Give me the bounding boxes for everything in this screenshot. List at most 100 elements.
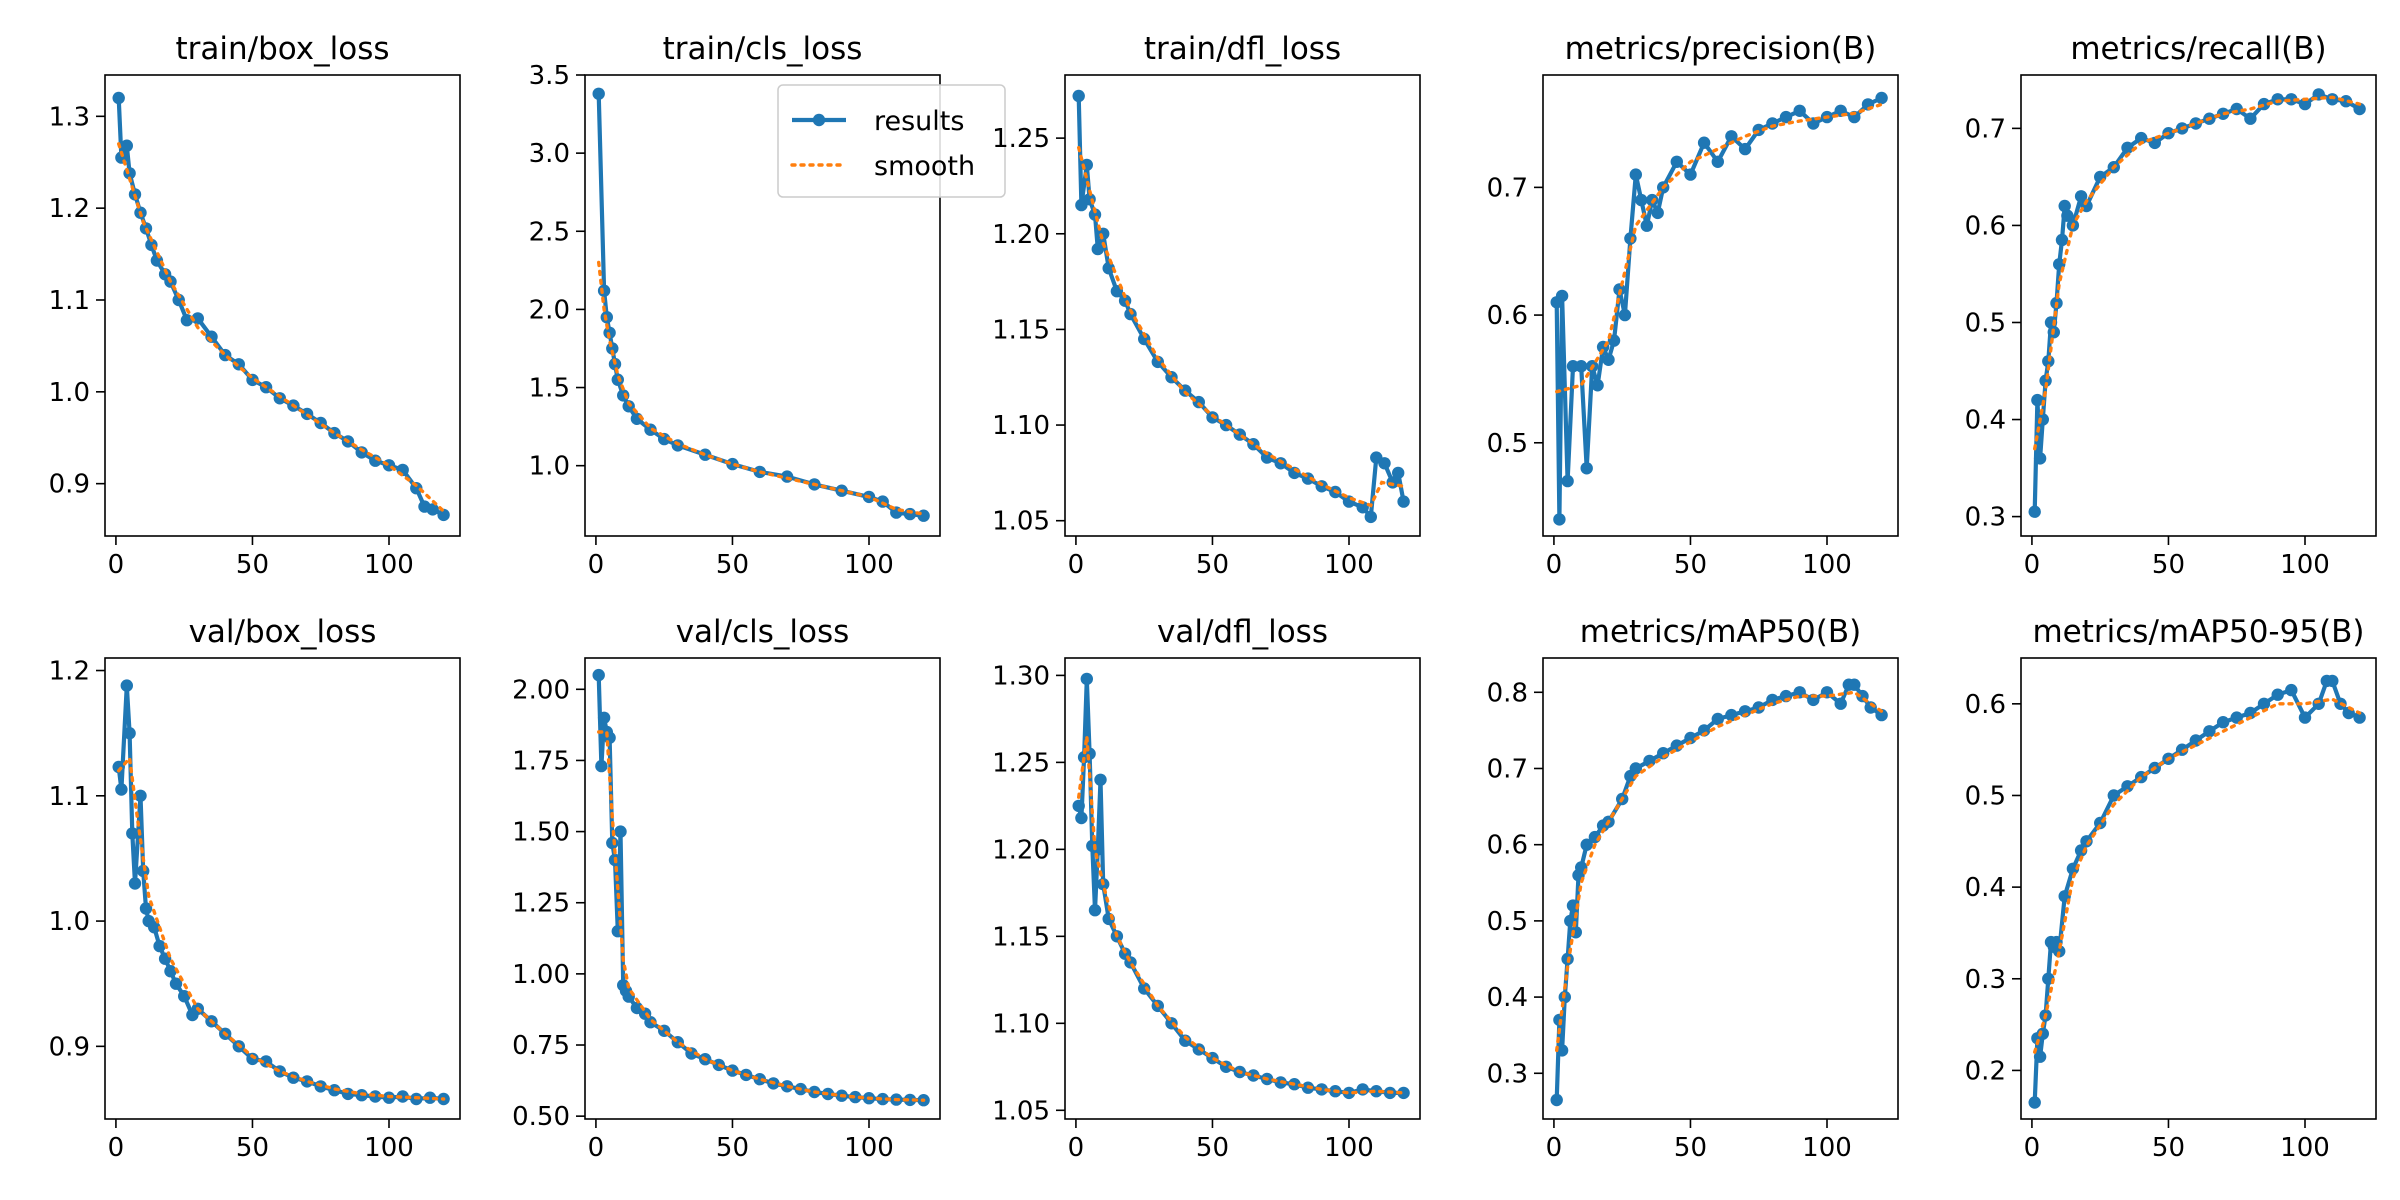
legend-box (777, 84, 1006, 198)
results-point (622, 400, 635, 413)
results-point (246, 1052, 259, 1066)
results-point (1274, 457, 1287, 470)
y-tick-label: 0.75 (512, 1031, 570, 1061)
results-point (423, 1091, 437, 1104)
results-point (1342, 1086, 1356, 1100)
results-point (2135, 131, 2148, 145)
y-tick-label: 1.0 (49, 378, 90, 408)
x-tick-label: 0 (588, 1133, 605, 1163)
results-point (2353, 102, 2366, 116)
results-point (1072, 89, 1085, 103)
y-tick-label: 3.0 (529, 139, 570, 169)
y-tick-label: 1.10 (992, 1009, 1050, 1039)
x-tick-label: 100 (1802, 550, 1852, 580)
results-point (1834, 697, 1847, 710)
axes-frame (2020, 74, 2377, 537)
results-point (1629, 762, 1643, 775)
results-point (123, 727, 136, 740)
results-point (148, 921, 161, 934)
results-point (1397, 495, 1410, 508)
results-point (1738, 142, 1752, 156)
results-point (1080, 672, 1094, 686)
y-tick-label: 1.25 (512, 889, 570, 919)
y-tick-label: 0.5 (1487, 429, 1528, 459)
axes-frame (1542, 74, 1899, 537)
results-point (606, 836, 619, 850)
subplot-2: train/dfl_loss 0 50 100 1.05 1.10 1.15 1.20 1.25 (992, 31, 1421, 580)
results-point (1684, 731, 1697, 745)
axes-frame (1542, 657, 1899, 1120)
smooth-line (597, 730, 926, 1102)
x-tick-label: 100 (2280, 1133, 2330, 1163)
axes-frame (584, 74, 941, 537)
y-tick-label: 0.6 (1965, 211, 2006, 241)
subplot-0: train/box_loss 0 50 100 0.9 1.0 1.1 1.2 1.3 (49, 31, 461, 580)
results-point (753, 1073, 766, 1086)
legend-results-marker (812, 113, 826, 127)
results-point (903, 1093, 917, 1107)
results-point (300, 1075, 314, 1088)
y-tick-label: 1.1 (49, 782, 90, 812)
results-line (1554, 682, 1883, 1101)
subplot-title: train/cls_loss (663, 31, 863, 67)
y-tick-label: 1.20 (992, 220, 1050, 250)
axes-frame (1064, 657, 1421, 1120)
results-point (139, 902, 153, 915)
smooth-line (1554, 690, 1884, 1053)
results-point (1094, 773, 1107, 786)
axes-frame (1064, 74, 1421, 537)
y-tick-label: 0.2 (1965, 1056, 2006, 1086)
results-point (1555, 1044, 1569, 1057)
results-point (2074, 844, 2088, 857)
results-point (2107, 789, 2120, 802)
x-tick-label: 0 (108, 1133, 125, 1163)
results-point (120, 679, 133, 692)
legend: results smooth (777, 84, 1006, 198)
results-point (1697, 136, 1711, 149)
axes-frame (584, 657, 941, 1120)
x-tick-label: 100 (2280, 550, 2330, 580)
subplot-1: train/cls_loss 0 50 100 1.0 1.5 2.0 2.5 3.0 3.5 re… (529, 31, 1006, 580)
x-tick-label: 0 (108, 550, 125, 580)
y-tick-label: 0.50 (512, 1102, 570, 1132)
results-point (1088, 904, 1102, 917)
results-point (2353, 711, 2366, 724)
results-point (597, 284, 611, 297)
results-point (2080, 835, 2093, 848)
results-point (437, 508, 450, 522)
x-tick-label: 50 (716, 550, 749, 580)
results-point (2189, 734, 2202, 747)
results-point (2285, 683, 2298, 697)
x-tick-label: 100 (1324, 550, 1374, 580)
results-point (120, 139, 133, 152)
results-point (644, 1016, 657, 1029)
results-point (1091, 242, 1105, 256)
x-tick-label: 50 (716, 1133, 749, 1163)
results-point (2033, 452, 2047, 465)
results-point (1555, 289, 1569, 303)
y-tick-label: 0.3 (1487, 1059, 1528, 1089)
subplot-9: metrics/mAP50-95(B) 0 50 100 0.2 0.3 0.4 0.5 0.6 (1965, 614, 2377, 1163)
results-point (1684, 168, 1697, 181)
results-point (617, 389, 630, 402)
y-tick-label: 1.05 (992, 1096, 1050, 1126)
y-tick-label: 1.05 (992, 507, 1050, 537)
x-tick-label: 50 (236, 1133, 269, 1163)
results-point (153, 939, 166, 953)
results-point (1553, 513, 1566, 526)
results-point (1875, 91, 1888, 105)
results-point (595, 759, 608, 773)
y-tick-label: 1.75 (512, 746, 570, 776)
results-point (1580, 838, 1593, 851)
x-tick-label: 100 (364, 1133, 414, 1163)
subplot-5: val/box_loss 0 50 100 0.9 1.0 1.1 1.2 (49, 614, 461, 1163)
results-point (2121, 780, 2134, 793)
y-tick-label: 1.30 (992, 661, 1050, 691)
y-tick-label: 1.15 (992, 922, 1050, 952)
results-point (2216, 716, 2230, 729)
y-tick-label: 0.4 (1965, 873, 2006, 903)
results-point (2053, 945, 2066, 958)
results-point (180, 314, 194, 327)
results-point (2298, 711, 2312, 724)
results-point (903, 507, 917, 521)
